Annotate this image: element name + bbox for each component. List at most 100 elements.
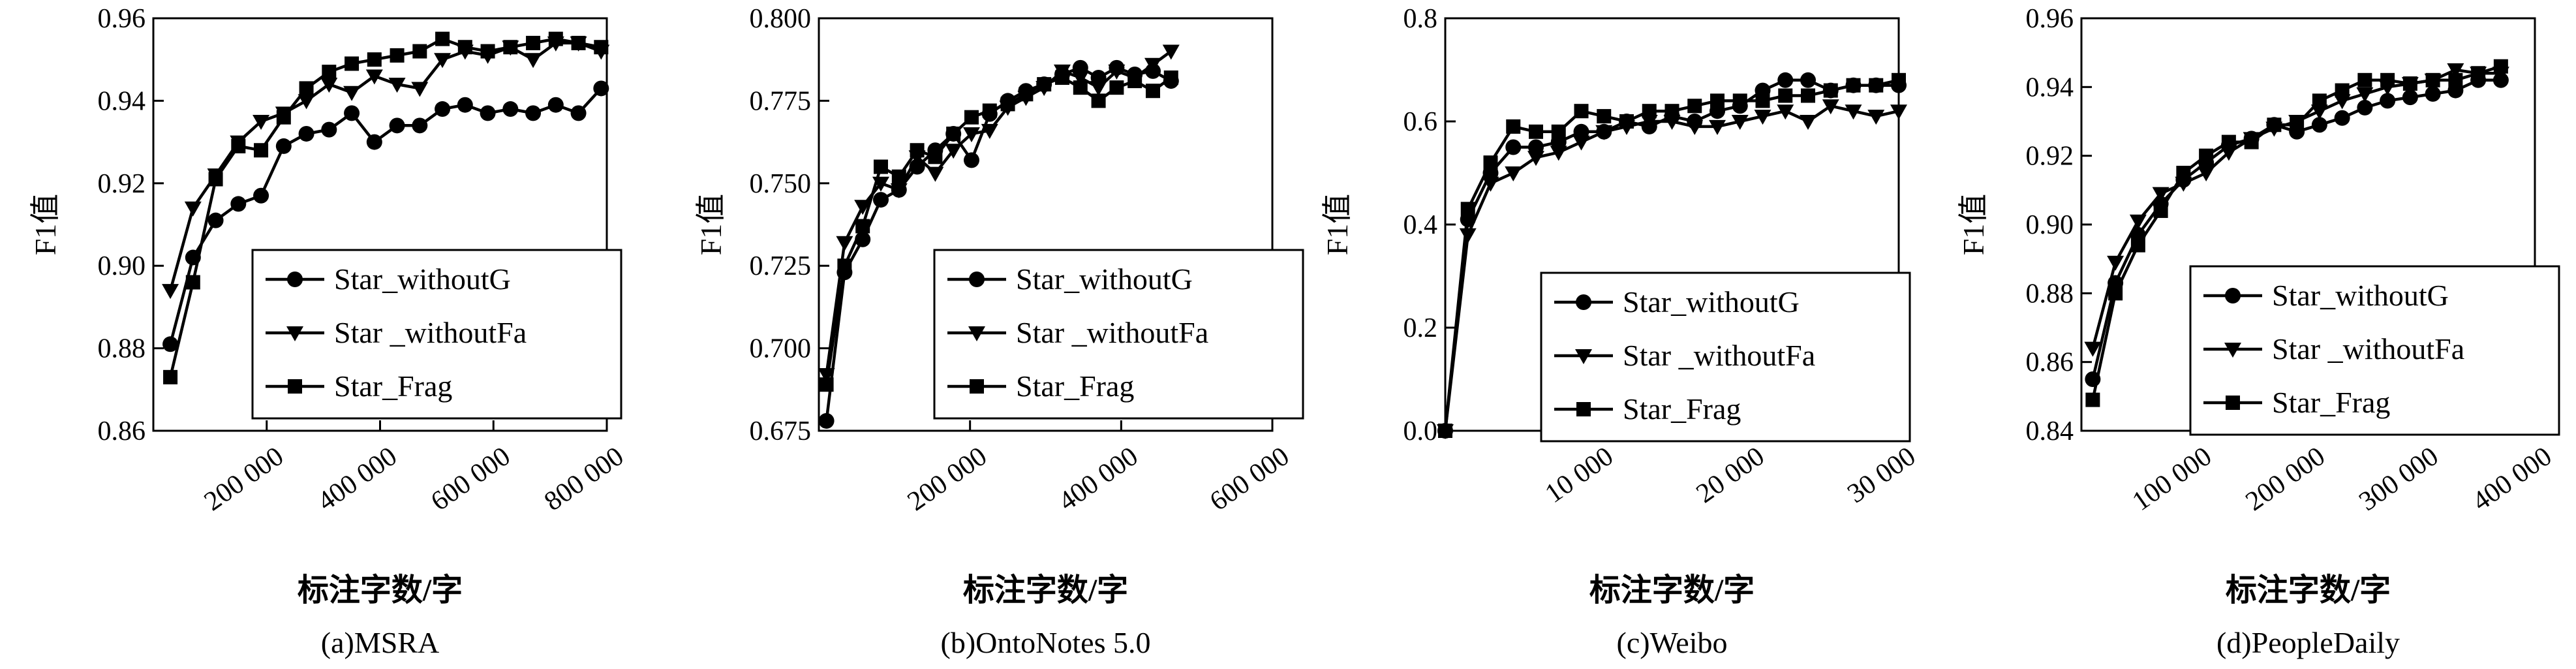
data-point bbox=[1144, 57, 1161, 73]
data-point bbox=[1846, 78, 1861, 93]
data-point bbox=[298, 94, 315, 110]
data-point bbox=[1505, 166, 1522, 181]
x-tick-label: 600 000 bbox=[425, 441, 515, 517]
y-tick-label: 0.96 bbox=[2026, 4, 2074, 34]
data-point bbox=[1109, 80, 1124, 95]
y-tick-label: 0.96 bbox=[98, 4, 146, 34]
data-point bbox=[945, 144, 962, 159]
legend-marker bbox=[2226, 396, 2240, 410]
data-point bbox=[2290, 117, 2305, 132]
data-point bbox=[1822, 99, 1839, 115]
y-tick-label: 0.800 bbox=[750, 4, 812, 34]
data-point bbox=[231, 138, 246, 153]
data-point bbox=[2447, 63, 2464, 78]
data-point bbox=[275, 138, 292, 154]
y-tick-label: 0.675 bbox=[750, 416, 812, 446]
data-point bbox=[184, 201, 202, 217]
y-tick-label: 0.775 bbox=[750, 86, 812, 116]
x-tick-label: 30 000 bbox=[1842, 441, 1921, 509]
x-axis-label: 标注字数/字 bbox=[298, 573, 463, 608]
data-point bbox=[1145, 84, 1160, 99]
data-point bbox=[891, 169, 906, 184]
data-point bbox=[2335, 83, 2350, 98]
data-point bbox=[1709, 119, 1726, 135]
data-point bbox=[366, 134, 382, 150]
data-point bbox=[2129, 214, 2147, 230]
data-point bbox=[390, 48, 405, 63]
legend-entry: Star _withoutFa bbox=[2203, 332, 2464, 366]
data-point bbox=[2380, 72, 2395, 87]
legend-label: Star_Frag bbox=[1623, 392, 1741, 426]
data-point bbox=[322, 65, 337, 80]
data-point bbox=[2380, 93, 2396, 109]
legend-marker bbox=[1575, 349, 1592, 364]
data-point bbox=[525, 53, 542, 69]
legend-entry: Star_Frag bbox=[266, 369, 452, 403]
data-point bbox=[163, 369, 178, 384]
data-point bbox=[2267, 117, 2282, 132]
data-point bbox=[2402, 89, 2418, 106]
data-point bbox=[1572, 135, 1590, 151]
data-point bbox=[1550, 146, 1567, 161]
data-point bbox=[1642, 104, 1657, 119]
legend-label: Star_Frag bbox=[2272, 386, 2390, 419]
data-point bbox=[962, 127, 980, 142]
y-tick-label: 0.0 bbox=[1403, 416, 1438, 446]
data-point bbox=[412, 44, 427, 59]
data-point bbox=[162, 284, 179, 300]
legend-label: Star_withoutG bbox=[334, 262, 511, 296]
series-star-withoutg bbox=[162, 80, 609, 352]
legend-entry: Star _withoutFa bbox=[1554, 339, 1815, 372]
x-tick-label: 20 000 bbox=[1691, 441, 1770, 509]
legend: Star_withoutG Star _withoutFa Star_Frag bbox=[1540, 272, 1911, 443]
y-tick-label: 0.86 bbox=[98, 416, 146, 446]
legend-marker bbox=[287, 272, 303, 287]
plot-area bbox=[818, 17, 1274, 432]
data-point bbox=[1162, 44, 1180, 60]
chart-caption: (b)OntoNotes 5.0 bbox=[941, 626, 1151, 659]
data-point bbox=[1000, 97, 1015, 112]
data-point bbox=[2084, 341, 2102, 357]
legend-label: Star _withoutFa bbox=[2272, 332, 2464, 366]
data-point bbox=[1710, 93, 1725, 108]
data-point bbox=[2356, 87, 2374, 102]
x-tick-label: 200 000 bbox=[2241, 441, 2331, 517]
legend-label: Star _withoutFa bbox=[1623, 339, 1815, 372]
legend-entry: Star _withoutFa bbox=[947, 316, 1208, 349]
data-point bbox=[1800, 115, 1817, 130]
x-tick-label: 100 000 bbox=[2127, 441, 2217, 517]
legend-marker bbox=[969, 272, 985, 287]
x-tick-label: 600 000 bbox=[1204, 441, 1295, 517]
data-point bbox=[389, 117, 405, 134]
data-point bbox=[1527, 151, 1544, 166]
data-point bbox=[2244, 134, 2259, 149]
data-point bbox=[344, 105, 360, 121]
data-point bbox=[873, 159, 888, 174]
y-tick-label: 0.88 bbox=[98, 334, 146, 364]
y-tick-label: 0.725 bbox=[750, 251, 812, 281]
y-axis-label: F1值 bbox=[29, 194, 62, 256]
data-point bbox=[2108, 286, 2123, 301]
y-axis-label: F1值 bbox=[1957, 194, 1990, 256]
data-point bbox=[388, 78, 406, 93]
legend-label: Star_Frag bbox=[334, 369, 452, 403]
x-tick-label: 400 000 bbox=[1053, 441, 1143, 517]
chart-3: 0.0 0.2 0.4 0.6 0.8 10 000 20 000 30 000 标注字数/字 F… bbox=[1321, 4, 1921, 659]
data-point bbox=[571, 35, 586, 50]
data-point bbox=[1529, 124, 1543, 139]
series-star-frag bbox=[819, 70, 1178, 392]
series-star-frag bbox=[2085, 59, 2508, 407]
legend: Star_withoutG Star _withoutFa Star_Frag bbox=[2189, 265, 2560, 436]
data-point bbox=[2471, 66, 2486, 81]
data-point bbox=[1459, 228, 1477, 243]
data-point bbox=[2220, 146, 2237, 161]
data-point bbox=[254, 143, 269, 158]
data-point bbox=[207, 212, 224, 228]
data-point bbox=[1597, 109, 1612, 124]
data-point bbox=[435, 31, 450, 46]
data-point bbox=[836, 236, 853, 251]
legend: Star_withoutG Star _withoutFa Star_Frag bbox=[251, 249, 622, 420]
data-point bbox=[457, 40, 472, 55]
data-point bbox=[927, 166, 944, 182]
x-tick-label: 400 000 bbox=[2467, 441, 2557, 517]
